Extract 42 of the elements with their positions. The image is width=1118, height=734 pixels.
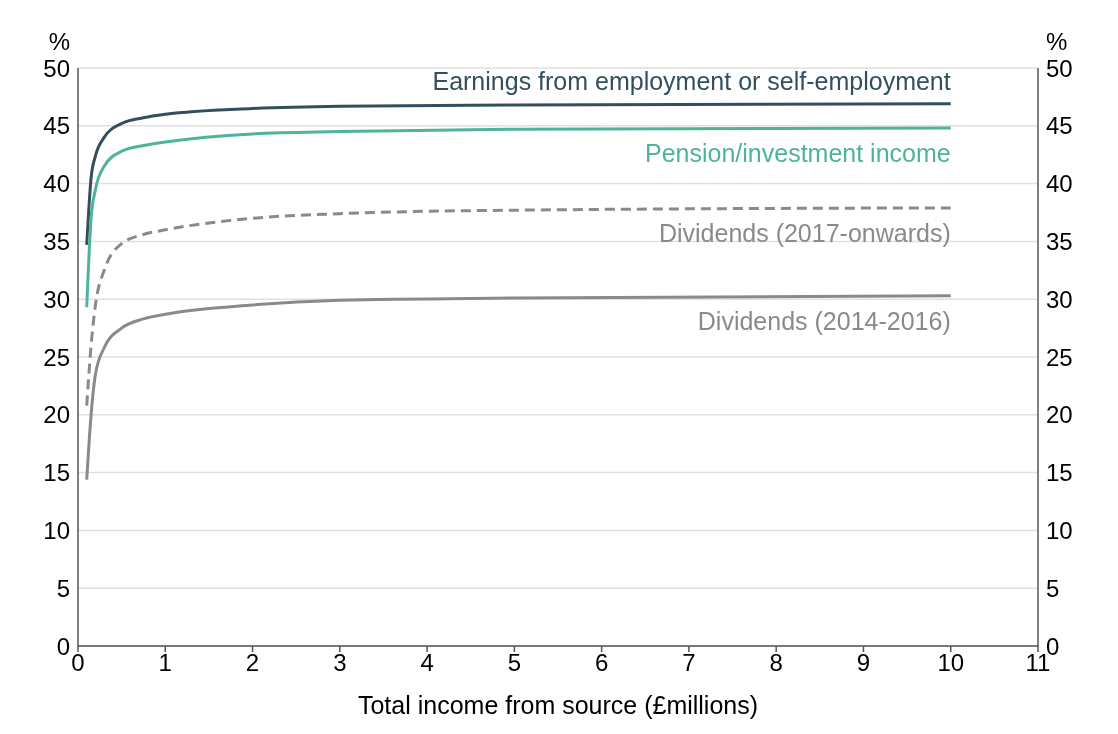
x-tick-label: 10 <box>937 649 965 677</box>
x-tick-label: 9 <box>856 649 871 677</box>
y2-axis-title: % <box>1046 28 1068 55</box>
x-tick-label: 2 <box>245 649 260 677</box>
y-tick-label: 45 <box>43 112 70 140</box>
line-series <box>85 126 953 309</box>
y2-tick-label: 50 <box>1046 54 1073 82</box>
x-tick-label: 1 <box>158 649 172 677</box>
series-label: Dividends (2017-onwards) <box>658 218 951 247</box>
y-tick-label: 30 <box>43 285 70 313</box>
y-tick-label: 10 <box>43 516 70 544</box>
series-label: Dividends (2014-2016) <box>697 306 951 335</box>
line-series <box>85 206 953 408</box>
y2-tick-label: 40 <box>1046 170 1073 198</box>
y-tick-label: 0 <box>56 632 70 660</box>
x-tick-label: 6 <box>594 649 609 677</box>
x-axis-title: Total income from source (£millions) <box>357 691 759 719</box>
y2-tick-label: 15 <box>1046 459 1073 487</box>
y2-tick-label: 10 <box>1046 516 1073 544</box>
line-series <box>85 294 953 482</box>
y-tick-label: 50 <box>43 54 70 82</box>
y2-tick-label: 30 <box>1046 285 1073 313</box>
series-label: Pension/investment income <box>645 139 951 168</box>
x-tick-label: 8 <box>769 649 783 677</box>
x-tick-label: 3 <box>333 649 347 677</box>
x-tick-label: 4 <box>420 649 434 677</box>
y-axis-title: % <box>48 28 70 55</box>
y-tick-label: 25 <box>43 343 70 371</box>
y2-tick-label: 35 <box>1046 227 1073 255</box>
y-tick-label: 5 <box>56 574 70 602</box>
x-tick-label: 5 <box>507 649 522 677</box>
y-tick-label: 15 <box>43 459 70 487</box>
y2-tick-label: 25 <box>1046 343 1073 371</box>
y2-tick-label: 20 <box>1046 401 1073 429</box>
y-tick-label: 40 <box>43 170 70 198</box>
y2-tick-label: 45 <box>1046 112 1073 140</box>
x-tick-label: 7 <box>682 649 696 677</box>
series-label: Earnings from employment or self-employment <box>432 66 951 95</box>
line-series <box>85 102 953 247</box>
y-tick-label: 20 <box>43 401 70 429</box>
y-tick-label: 35 <box>43 227 70 255</box>
y2-tick-label: 5 <box>1046 574 1060 602</box>
